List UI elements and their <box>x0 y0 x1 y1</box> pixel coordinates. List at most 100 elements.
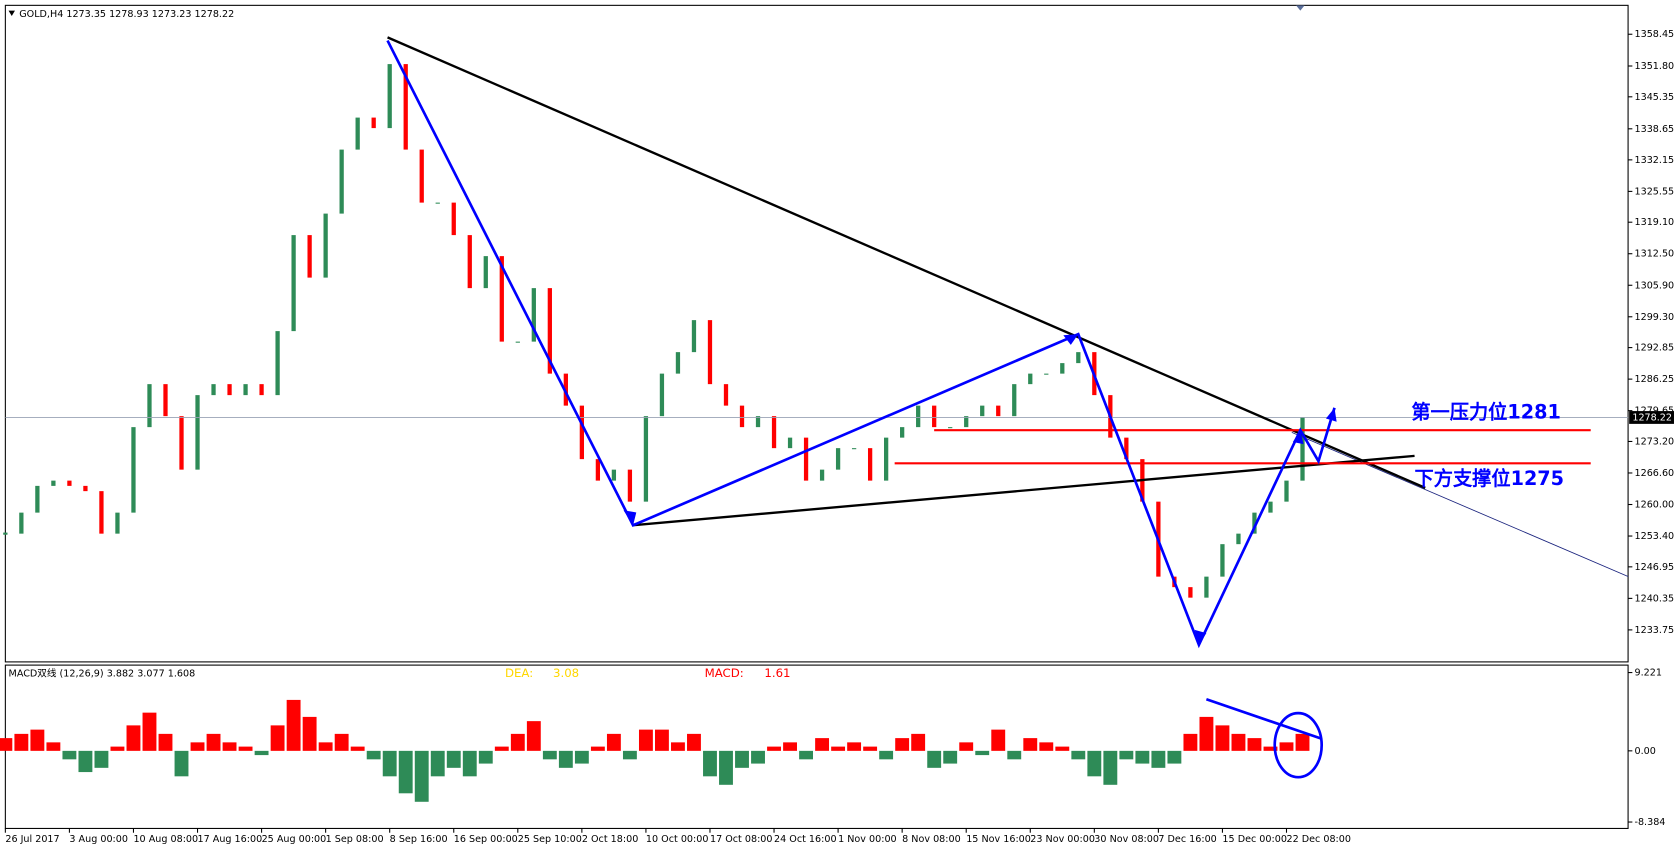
candle <box>499 256 504 342</box>
x-tick-label: 25 Sep 10:00 <box>518 834 582 845</box>
y-tick-label: 1351.80 <box>1634 61 1674 72</box>
macd-bar <box>606 733 621 751</box>
candle <box>51 480 56 486</box>
macd-bar <box>0 738 13 751</box>
candle <box>67 480 72 486</box>
y-tick-label: 1358.45 <box>1634 29 1674 40</box>
macd-bar <box>1119 750 1134 760</box>
macd-bar <box>366 750 381 760</box>
macd-bar <box>174 750 189 777</box>
macd-bar <box>398 750 413 794</box>
candle <box>1268 501 1273 513</box>
y-tick-label: 1305.90 <box>1634 280 1674 291</box>
macd-bar <box>815 738 830 751</box>
x-tick-label: 25 Aug 00:00 <box>262 834 327 845</box>
macd-bar <box>1167 750 1182 764</box>
candle <box>851 448 857 450</box>
y-tick-label: 1266.60 <box>1634 468 1674 479</box>
macd-bar <box>462 750 477 777</box>
x-tick-label: 23 Nov 00:00 <box>1030 834 1095 845</box>
x-tick-label: 1 Sep 08:00 <box>326 834 384 845</box>
candle <box>723 384 729 406</box>
dea-label: DEA: <box>505 666 533 680</box>
y-tick-label: 1253.40 <box>1634 531 1674 542</box>
macd-bar <box>1103 750 1118 785</box>
y-tick-label: 0.00 <box>1634 746 1655 757</box>
macd-bar <box>831 746 846 751</box>
macd-bar <box>78 750 93 773</box>
y-tick-label: 1286.25 <box>1634 374 1674 385</box>
x-tick-label: 16 Sep 00:00 <box>454 834 518 845</box>
macd-bar <box>350 746 365 751</box>
candle <box>1188 587 1193 598</box>
y-tick-label: -8.384 <box>1634 817 1665 828</box>
macd-bar <box>638 729 653 751</box>
arrow-head <box>1194 629 1207 645</box>
candle <box>707 320 713 385</box>
macd-bar <box>767 746 781 751</box>
candle <box>243 384 248 396</box>
x-tick-label: 22 Dec 08:00 <box>1286 834 1351 845</box>
x-tick-label: 15 Nov 16:00 <box>966 834 1031 845</box>
candle <box>195 395 200 470</box>
resistance-trendline <box>387 36 1426 489</box>
candle <box>1204 576 1209 598</box>
last-price-label: 1278.22 <box>1632 412 1672 423</box>
macd-bar <box>1071 750 1086 760</box>
macd-bar <box>590 746 605 751</box>
x-tick-label: 1 Nov 00:00 <box>838 834 897 845</box>
candle <box>900 427 905 438</box>
macd-bar <box>254 750 269 756</box>
candle <box>1028 373 1033 385</box>
x-tick-label: 3 Aug 00:00 <box>69 834 128 845</box>
x-tick-label: 10 Aug 08:00 <box>133 834 198 845</box>
candle <box>579 405 585 460</box>
candle <box>771 416 777 449</box>
macd-bar <box>302 716 317 751</box>
y-tick-label: 1319.10 <box>1634 217 1674 228</box>
candle <box>451 202 456 236</box>
candle <box>787 437 793 449</box>
macd-bar <box>879 750 894 760</box>
y-tick-label: 1233.75 <box>1634 625 1674 636</box>
dea-value: 3.08 <box>553 666 579 680</box>
macd-bar <box>430 750 445 777</box>
x-tick-label: 26 Jul 2017 <box>5 834 59 845</box>
candle <box>3 532 8 535</box>
candle <box>964 416 969 428</box>
candle <box>99 491 104 534</box>
y-tick-label: 1246.95 <box>1634 562 1674 573</box>
symbol-header: GOLD,H4 1273.35 1278.93 1273.23 1278.22 <box>19 9 234 20</box>
trend-extension <box>1291 431 1629 577</box>
y-tick-label: 1260.00 <box>1634 500 1674 511</box>
macd-value: 1.61 <box>764 666 790 680</box>
macd-bar <box>991 729 1006 751</box>
macd-bar <box>799 750 814 760</box>
macd-bar <box>1215 725 1230 751</box>
last-price-box <box>1629 411 1674 424</box>
candle <box>419 149 424 203</box>
candle <box>275 331 280 396</box>
macd-bar <box>1199 716 1214 751</box>
y-tick-label: 1345.35 <box>1634 92 1674 103</box>
macd-bar <box>1151 750 1166 768</box>
candle <box>739 405 745 428</box>
candle <box>19 512 24 534</box>
candle <box>1124 437 1129 460</box>
arrow-head <box>1292 430 1304 445</box>
candle <box>659 373 665 417</box>
x-tick-label: 10 Oct 00:00 <box>646 834 709 845</box>
candle <box>1012 384 1017 417</box>
menu-marker <box>8 10 15 17</box>
macd-header: MACD双线 (12,26,9) 3.882 3.077 1.608 <box>9 668 196 680</box>
macd-bar <box>414 750 429 802</box>
macd-bar <box>446 750 461 768</box>
y-tick-label: 9.221 <box>1634 668 1661 679</box>
candle <box>483 256 488 289</box>
macd-bar <box>1039 742 1054 751</box>
macd-bar <box>1263 746 1278 751</box>
macd-bar <box>735 750 749 768</box>
y-tick-label: 1240.35 <box>1634 593 1674 604</box>
macd-bar <box>687 733 701 751</box>
y-tick-label: 1332.15 <box>1634 155 1674 166</box>
